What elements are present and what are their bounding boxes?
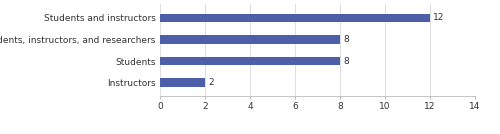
Bar [160, 78, 205, 87]
Bar [160, 57, 340, 65]
Text: 8: 8 [344, 57, 349, 66]
Text: 12: 12 [434, 14, 445, 23]
Text: 8: 8 [344, 35, 349, 44]
Bar [160, 14, 430, 22]
Bar [160, 35, 340, 44]
Text: 2: 2 [208, 78, 214, 87]
